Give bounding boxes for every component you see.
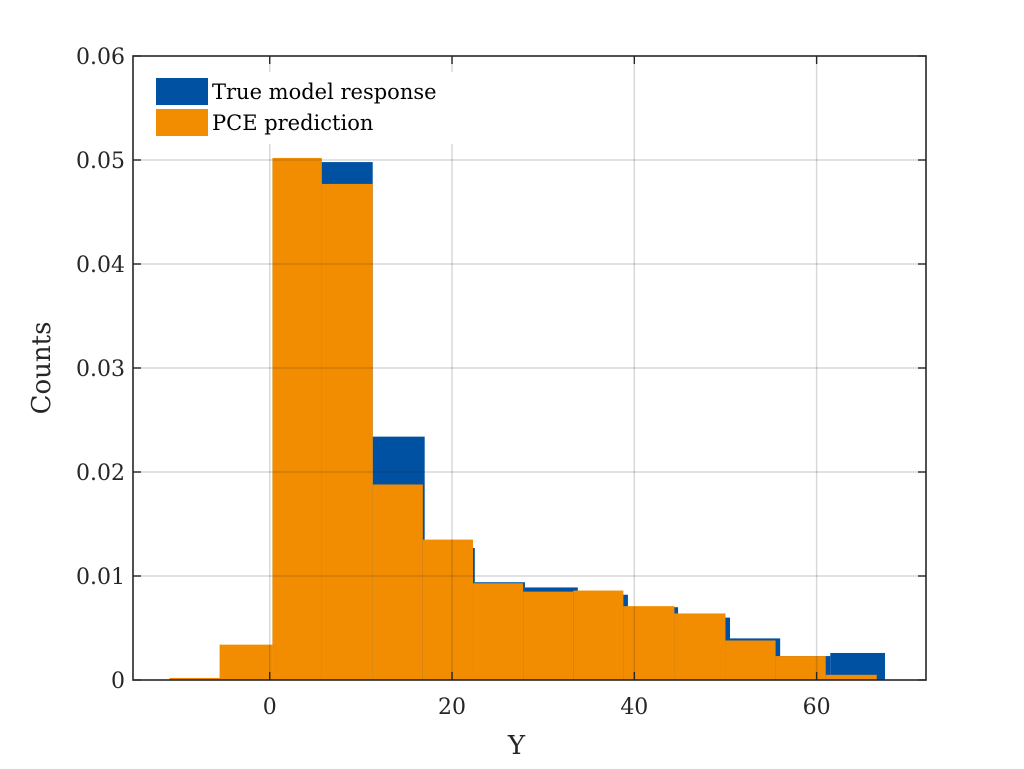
x-axis-label: Y: [507, 731, 526, 761]
y-axis-label: Counts: [27, 322, 57, 415]
histogram-bar-pce-6: [472, 583, 524, 680]
y-tick-label-1: 0.01: [76, 565, 125, 590]
legend-label-0: True model response: [212, 80, 437, 104]
bars-layer: [169, 157, 885, 681]
histogram-bar-pce-9: [623, 606, 675, 680]
histogram-bar-pce-10: [674, 613, 726, 680]
x-tick-label-0: 0: [263, 695, 277, 720]
ticks-layer: [133, 55, 926, 681]
histogram-bar-pce-0: [169, 677, 220, 680]
grid-layer: [133, 56, 926, 680]
y-tick-label-2: 0.02: [76, 461, 125, 486]
histogram-bar-pce-13: [825, 674, 877, 680]
y-tick-label-6: 0.06: [76, 45, 125, 70]
x-tick-label-2: 40: [620, 695, 648, 720]
legend: True model response PCE prediction: [152, 72, 464, 144]
y-tick-label-5: 0.05: [76, 149, 125, 174]
labels-layer: 0 20 40 60 0 0.01 0.02 0.03 0.04 0.05 0.06 Y Counts: [27, 45, 831, 761]
x-tick-label-1: 20: [438, 695, 466, 720]
histogram-bar-pce-7: [523, 591, 574, 680]
legend-label-1: PCE prediction: [212, 111, 373, 135]
histogram-bar-pce-3: [321, 183, 373, 681]
x-tick-label-3: 60: [803, 695, 831, 720]
legend-swatch-1: [156, 109, 208, 136]
y-tick-label-0: 0: [111, 669, 125, 694]
histogram-bar-pce-1: [219, 644, 273, 680]
histogram-bar-pce-4: [372, 484, 423, 680]
histogram-bar-pce-2: [272, 157, 322, 681]
y-tick-label-3: 0.03: [76, 357, 125, 382]
histogram-bar-pce-12: [775, 656, 826, 680]
histogram-bar-pce-11: [725, 640, 776, 680]
histogram-bar-pce-5: [422, 539, 473, 680]
legend-swatch-0: [156, 78, 208, 105]
y-tick-label-4: 0.04: [76, 253, 125, 278]
histogram-bar-pce-8: [573, 590, 624, 680]
